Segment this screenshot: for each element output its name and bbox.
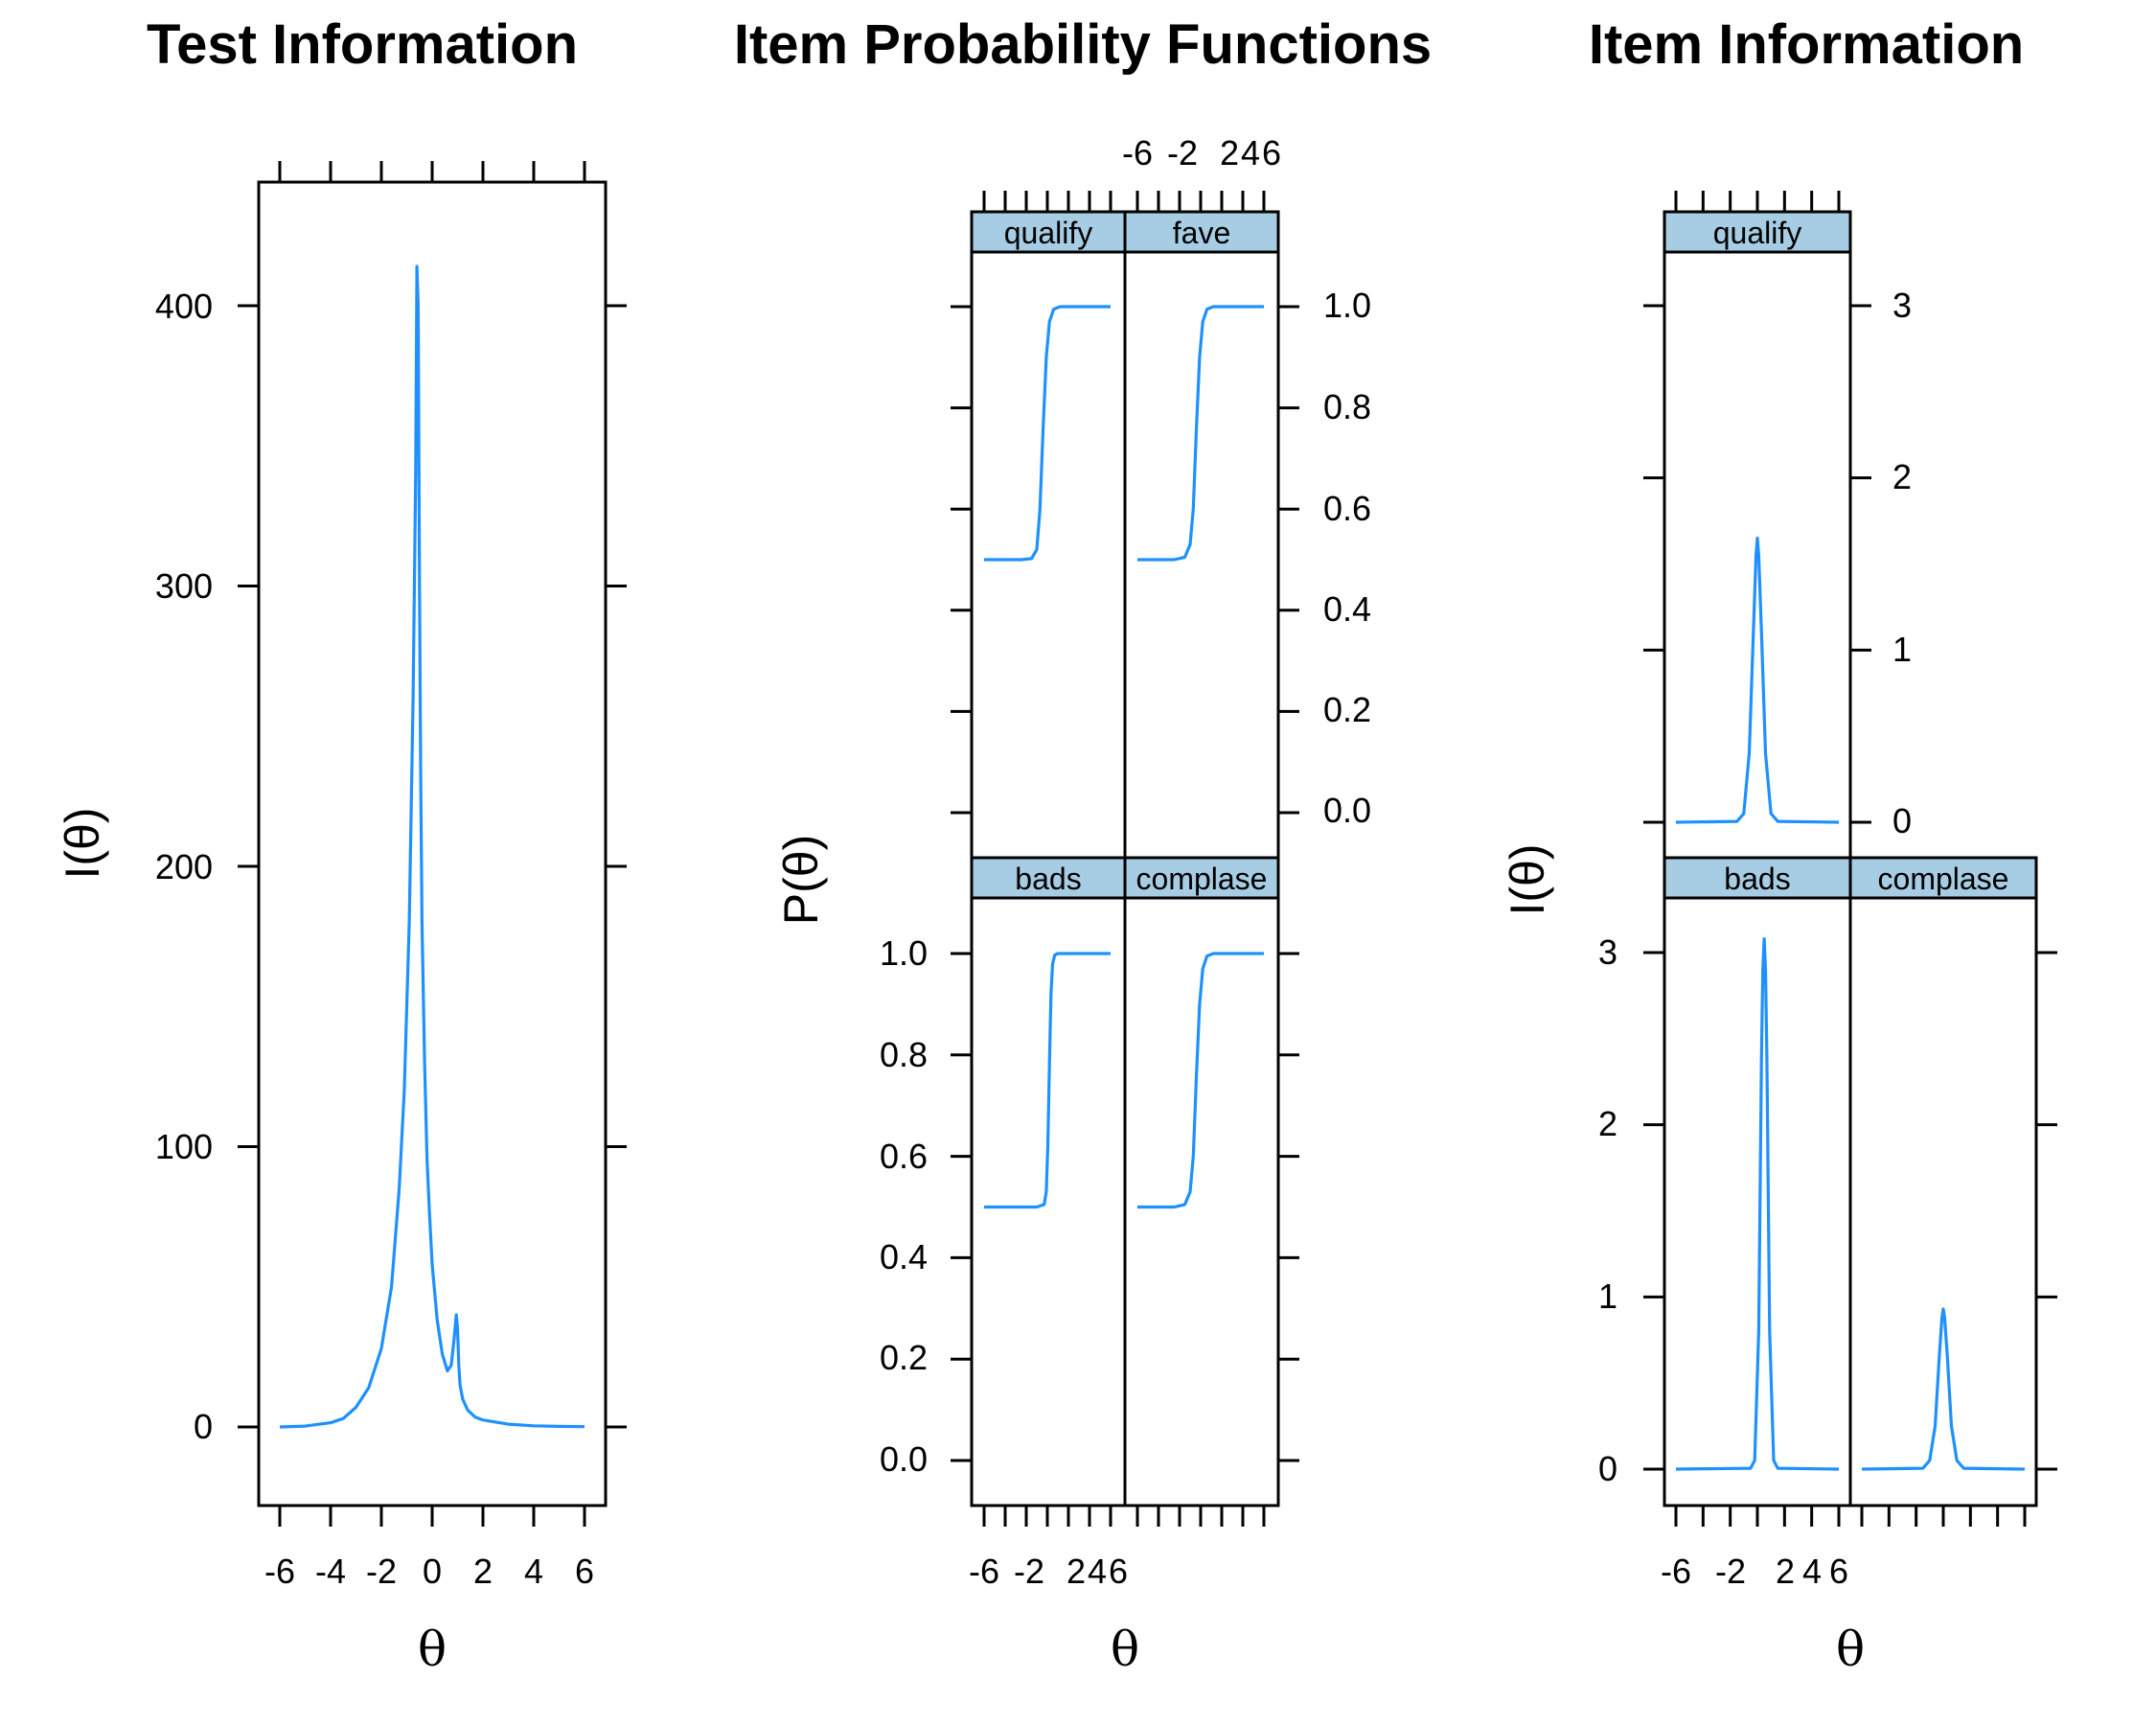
y-tick-label: 3 [1598,932,1617,972]
item-probability-curve [984,305,1111,562]
test-information-curve-group [279,264,585,1429]
item-information-curve-group [1675,536,2026,1471]
x-axis-label: θ [1836,1622,1865,1677]
test-information-title: Test Information [147,13,578,76]
x-tick-label: 2 [1220,133,1239,172]
y-tick-label: 0.4 [880,1237,928,1276]
x-tick-label: 6 [1262,133,1281,172]
item-information-curve [1675,536,1840,824]
y-tick-label: 0.8 [880,1035,928,1074]
x-tick-label: 6 [575,1552,594,1591]
x-tick-label: 4 [1241,133,1260,172]
y-tick-label: 0.2 [880,1338,928,1377]
item-probability-title: Item Probability Functions [734,13,1432,76]
item-probability-curve [984,952,1111,1209]
x-tick-label: 0 [423,1552,442,1591]
x-tick-label: 4 [1088,1552,1107,1591]
x-tick-label: -2 [1014,1552,1044,1591]
strip-label: complase [1136,862,1268,896]
y-tick-label: 0.8 [1323,387,1371,426]
y-tick-label: 0.6 [880,1137,928,1176]
y-tick-label: 1.0 [1323,286,1371,325]
y-tick-label: 2 [1892,457,1912,496]
panel-bads-frame [970,896,1127,1507]
x-tick-label: -6 [969,1552,999,1591]
y-tick-label: 400 [155,287,213,326]
x-tick-label: -6 [1661,1552,1691,1591]
y-axis-label: I(θ) [1501,844,1554,916]
strip-complase [1848,856,2038,900]
item-information-curve [1861,1307,2026,1471]
x-tick-label: 2 [1776,1552,1795,1591]
test-information-plot-frame [257,180,608,1507]
y-tick-label: 300 [155,566,213,606]
test-information-curve [279,264,585,1429]
panel-qualify-frame [1663,250,1852,860]
y-tick-label: 0 [1892,801,1912,840]
x-tick-label: 4 [524,1552,543,1591]
test-information-chart: Test Information 0 100 200 300 400 -6 -4… [56,13,627,1677]
y-tick-label: 0 [194,1407,213,1446]
y-tick-label: 1 [1598,1276,1617,1316]
strip-fave [1123,210,1280,254]
item-information-title: Item Information [1589,13,2024,76]
y-axis-label: I(θ) [56,808,109,880]
x-axis-label: θ [418,1622,447,1677]
strip-qualify [970,210,1127,254]
x-axis-label: θ [1111,1622,1139,1677]
item-probability-chart: Item Probability Functions qualify fave … [734,13,1432,1677]
x-tick-label: -2 [366,1552,397,1591]
strip-label: bads [1015,862,1081,896]
item-information-curve [1675,937,1840,1471]
y-tick-label: 1 [1892,630,1912,669]
strip-label: complase [1878,862,2009,896]
x-tick-label: -2 [1715,1552,1746,1591]
x-tick-label: 6 [1109,1552,1128,1591]
x-tick-label: 2 [1067,1552,1086,1591]
y-tick-label: 100 [155,1127,213,1166]
y-tick-label: 0.4 [1323,589,1371,629]
x-tick-label: -4 [315,1552,346,1591]
item-probability-curve-group [984,305,1264,1209]
panel-fave-frame [1123,250,1280,860]
item-probability-curve [1137,305,1264,562]
x-tick-label: -6 [1122,133,1153,172]
y-tick-label: 0.6 [1323,489,1371,528]
y-tick-label: 2 [1598,1104,1617,1143]
item-probability-curve [1137,952,1264,1209]
strip-label: fave [1173,216,1230,250]
y-tick-label: 200 [155,847,213,886]
test-information-tick-marks [238,161,627,1527]
y-tick-label: 0.0 [880,1439,928,1479]
strip-qualify [1663,210,1852,254]
x-tick-label: 6 [1829,1552,1848,1591]
strip-label: bads [1724,862,1790,896]
x-tick-label: 2 [473,1552,493,1591]
item-information-tick-marks [1643,191,2057,1527]
x-tick-label: 4 [1802,1552,1822,1591]
y-tick-label: 0.2 [1323,690,1371,729]
y-tick-label: 0.0 [1323,791,1371,830]
item-information-chart: Item Information qualify bads complase 0… [1501,13,2057,1677]
strip-label: qualify [1713,216,1802,250]
strip-label: qualify [1004,216,1093,250]
y-tick-label: 1.0 [880,933,928,973]
y-tick-label: 0 [1598,1449,1617,1488]
x-tick-label: -6 [264,1552,295,1591]
item-probability-tick-marks [951,191,1299,1527]
x-tick-label: -2 [1167,133,1198,172]
y-tick-label: 3 [1892,286,1912,325]
panel-complase-frame [1848,896,2038,1507]
y-axis-label: P(θ) [774,835,828,925]
